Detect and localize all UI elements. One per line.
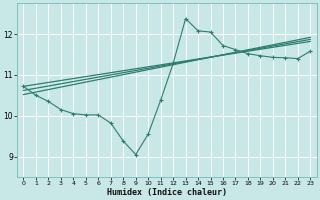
- X-axis label: Humidex (Indice chaleur): Humidex (Indice chaleur): [107, 188, 227, 197]
